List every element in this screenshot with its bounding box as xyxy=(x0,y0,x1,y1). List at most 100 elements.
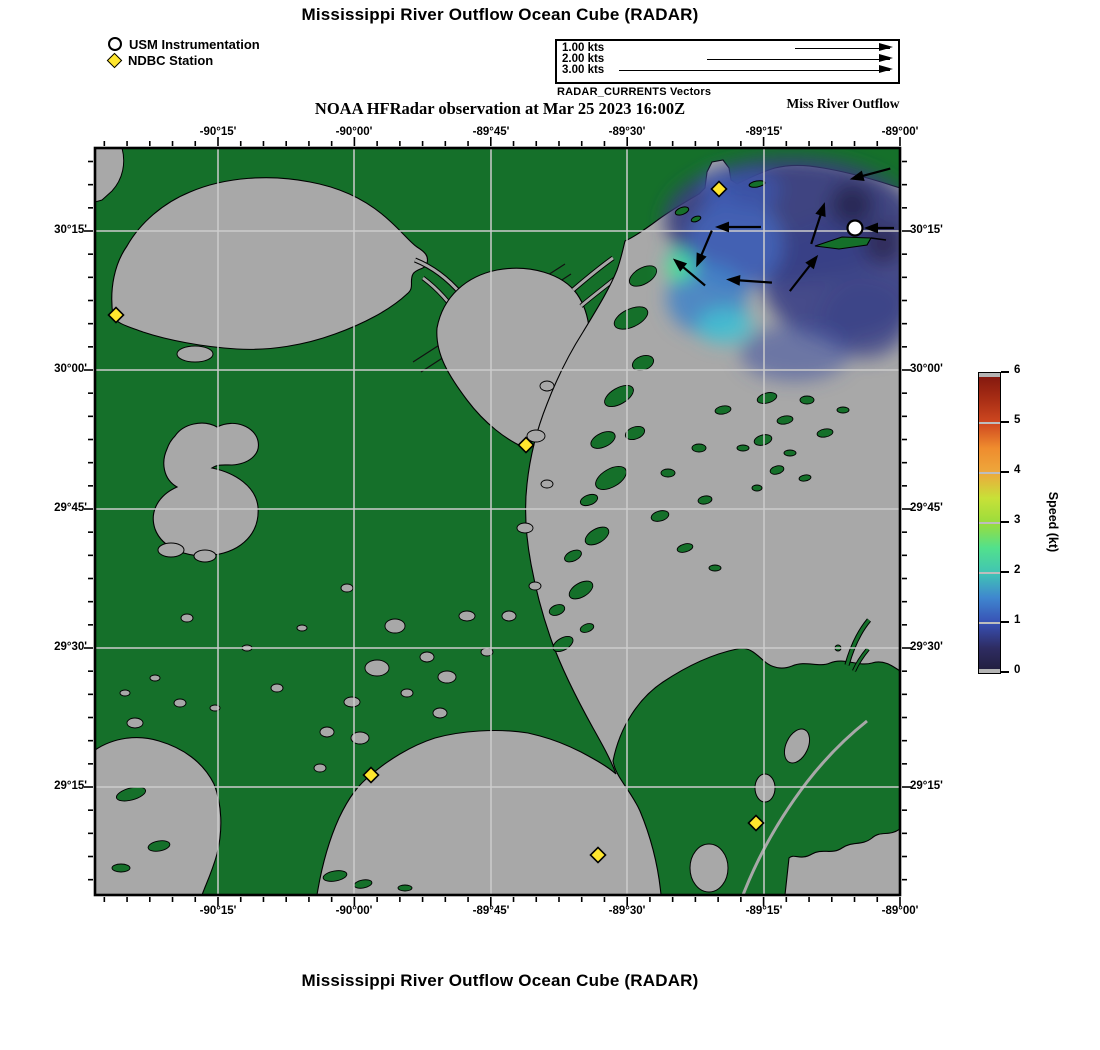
marsh-island xyxy=(660,468,676,478)
ndbc-station-marker xyxy=(710,180,728,198)
usm-station-marker xyxy=(846,219,864,237)
legend-usm-label: USM Instrumentation xyxy=(129,36,260,52)
x-axis-label-bottom: -89°45' xyxy=(472,905,510,917)
speed-colorbar xyxy=(978,372,1001,674)
radar-speed-field xyxy=(665,158,900,381)
y-axis-label-right: 30°00' xyxy=(910,363,943,375)
marsh-island xyxy=(697,495,713,505)
small-lake xyxy=(437,670,457,684)
marsh-island xyxy=(783,449,797,457)
colorbar-grid-line xyxy=(979,522,1000,524)
y-axis-label-right: 29°30' xyxy=(910,641,943,653)
small-lake xyxy=(173,698,187,708)
y-axis-label-left: 29°30' xyxy=(54,641,87,653)
small-lake xyxy=(540,479,554,489)
small-lake xyxy=(350,731,370,745)
marsh-island xyxy=(628,265,658,287)
figure-title-top: Mississippi River Outflow Ocean Cube (RA… xyxy=(301,5,699,24)
small-lake xyxy=(340,583,354,593)
x-axis-label-top: -89°45' xyxy=(472,126,510,138)
lake-lobe xyxy=(157,542,185,558)
x-axis-label-bottom: -90°00' xyxy=(335,905,373,917)
x-axis-label-top: -89°30' xyxy=(608,126,646,138)
small-lake xyxy=(528,581,542,591)
small-lake xyxy=(400,688,414,698)
delta-bay xyxy=(689,843,729,893)
marsh-island xyxy=(751,484,763,492)
small-lake xyxy=(343,696,361,708)
corner-water xyxy=(95,148,125,203)
small-lake xyxy=(149,674,161,682)
marsh-island xyxy=(111,863,131,873)
sound-islands xyxy=(674,180,887,250)
y-axis-label-left: 30°15' xyxy=(54,224,87,236)
marsh-island xyxy=(604,384,634,408)
current-vector-arrow xyxy=(788,254,819,292)
small-lake xyxy=(270,683,284,693)
marsh-island xyxy=(397,884,413,892)
small-lake xyxy=(516,522,534,534)
scale-row-1-label: 1.00 kts xyxy=(562,42,605,54)
marsh-island xyxy=(708,564,722,572)
delta-bay xyxy=(783,728,811,764)
usm-circle-icon xyxy=(108,37,122,51)
delta-bay xyxy=(754,773,776,803)
corner-bay-water xyxy=(95,737,222,895)
y-axis-label-right: 29°15' xyxy=(910,780,943,792)
marsh-island xyxy=(736,444,750,452)
x-axis-label-bottom: -89°30' xyxy=(608,905,646,917)
colorbar-tick xyxy=(1001,621,1009,623)
colorbar-tick-label: 2 xyxy=(1014,564,1021,576)
small-lake xyxy=(384,618,406,634)
two-lobe-lake xyxy=(152,422,259,557)
ndbc-station-marker xyxy=(362,766,380,784)
scale-arrow-1 xyxy=(795,43,893,52)
stations-group xyxy=(107,180,864,864)
river-channel xyxy=(741,719,868,895)
small-lake xyxy=(501,610,517,622)
y-axis-label-left: 29°15' xyxy=(54,780,87,792)
x-axis-label-bottom: -90°15' xyxy=(199,905,237,917)
marsh-island xyxy=(595,466,627,490)
marsh-island xyxy=(624,425,646,441)
y-axis-label-right: 29°45' xyxy=(910,502,943,514)
current-vector-arrow xyxy=(726,274,773,286)
colorbar-end-cap xyxy=(979,669,1000,673)
colorbar-tick xyxy=(1001,671,1009,673)
current-vector-arrow xyxy=(849,167,891,182)
x-axis-label-bottom: -89°00' xyxy=(881,905,919,917)
small-lake xyxy=(364,659,390,677)
scale-row-3-label: 3.00 kts xyxy=(562,64,605,76)
lake-lobe xyxy=(193,549,217,563)
small-lake xyxy=(319,726,335,738)
colorbar-tick-label: 6 xyxy=(1014,364,1021,376)
marsh-island xyxy=(147,840,171,852)
x-axis-label-top: -90°00' xyxy=(335,126,373,138)
marsh-island xyxy=(568,580,594,600)
small-lake xyxy=(313,763,327,773)
colorbar-tick-label: 5 xyxy=(1014,414,1021,426)
colorbar-tick-label: 3 xyxy=(1014,514,1021,526)
current-vector-arrow xyxy=(696,230,713,268)
y-axis-label-right: 30°15' xyxy=(910,224,943,236)
marsh-island xyxy=(322,870,348,882)
colorbar-end-cap xyxy=(979,373,1000,377)
marsh-island xyxy=(115,786,147,802)
x-axis-label-bottom: -89°15' xyxy=(745,905,783,917)
x-axis-label-top: -89°15' xyxy=(745,126,783,138)
marsh-island xyxy=(548,604,566,616)
colorbar-grid-line xyxy=(979,422,1000,424)
current-vector-arrow xyxy=(715,221,761,233)
colorbar-tick xyxy=(1001,521,1009,523)
small-lake xyxy=(539,380,555,392)
small-lake xyxy=(119,689,131,697)
marsh-island xyxy=(590,431,616,449)
ndbc-station-marker xyxy=(589,846,607,864)
axis-ticks xyxy=(84,137,911,906)
y-axis-label-left: 30°00' xyxy=(54,363,87,375)
small-lake xyxy=(458,610,476,622)
marsh-island xyxy=(676,543,694,553)
ndbc-station-marker xyxy=(747,814,765,832)
